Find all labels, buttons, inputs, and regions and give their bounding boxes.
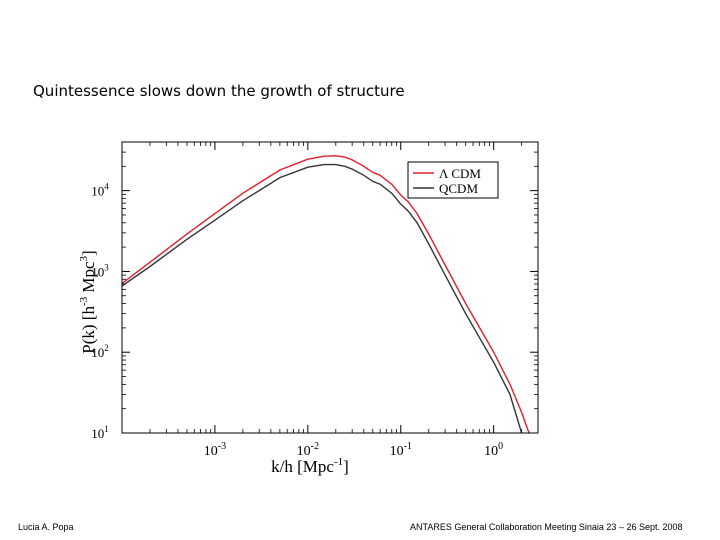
x-tick-label: 100 bbox=[484, 441, 503, 459]
x-axis-label: k/h [Mpc-1] bbox=[271, 456, 349, 476]
slide-title: Quintessence slows down the growth of st… bbox=[33, 82, 405, 100]
y-tick-label: 104 bbox=[91, 182, 109, 199]
y-tick-label: 102 bbox=[91, 343, 109, 360]
series-line-lcdm bbox=[122, 155, 530, 433]
x-tick-label: 10-2 bbox=[297, 441, 319, 459]
x-tick-label: 10-3 bbox=[204, 441, 226, 459]
footer-author: Lucia A. Popa bbox=[18, 522, 74, 532]
y-axis-label: P(k) [h-3 Mpc3] bbox=[78, 250, 98, 353]
plot-frame bbox=[121, 141, 539, 434]
footer-event: ANTARES General Collaboration Meeting Si… bbox=[410, 522, 683, 532]
y-tick-label: 101 bbox=[91, 424, 109, 441]
axes: 10-3 10-2 10-1 100 101 102 103 104 bbox=[91, 141, 539, 459]
legend-box bbox=[407, 161, 499, 199]
legend-label: Λ CDM bbox=[439, 166, 481, 181]
legend-label: QCDM bbox=[439, 181, 478, 196]
series-line-qcdm bbox=[122, 163, 523, 433]
y-tick-label: 103 bbox=[91, 262, 109, 279]
minor-ticks bbox=[122, 142, 538, 433]
x-tick-label: 10-1 bbox=[390, 441, 412, 459]
plot-area bbox=[122, 155, 530, 433]
